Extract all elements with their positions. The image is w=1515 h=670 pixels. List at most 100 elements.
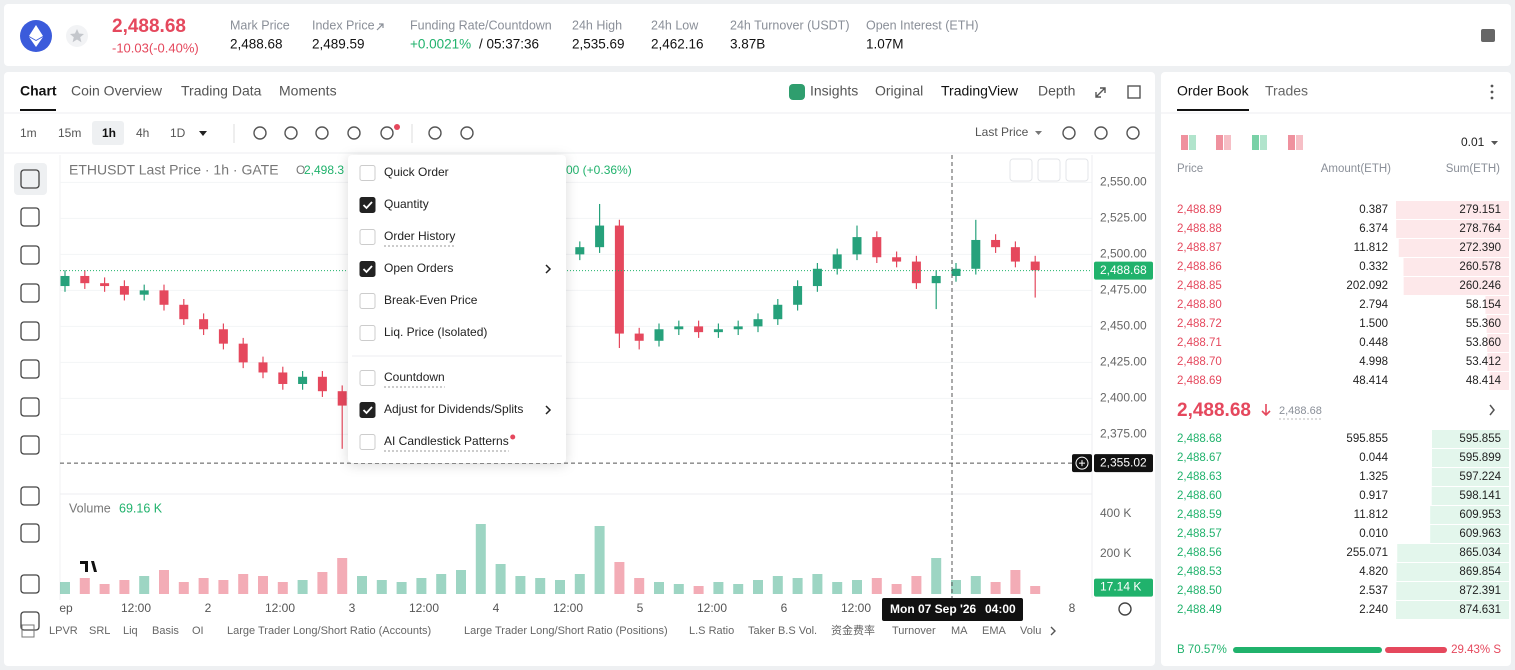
ob-price[interactable]: 2,488.71 <box>1177 337 1222 349</box>
drawing-tool[interactable] <box>20 321 40 341</box>
indicator-button[interactable]: Large Trader Long/Short Ratio (Accounts) <box>227 625 431 637</box>
ob-price[interactable]: 2,488.59 <box>1177 509 1222 521</box>
toolbar-icon[interactable] <box>1094 126 1108 140</box>
interval-button[interactable]: 1D <box>170 126 186 140</box>
indicator-button[interactable]: OI <box>192 625 204 637</box>
indicator-button[interactable]: SRL <box>89 625 110 637</box>
orderbook-tab[interactable]: Order Book <box>1177 83 1250 99</box>
toolbar-icon[interactable] <box>380 126 394 140</box>
drawing-tool[interactable] <box>20 397 40 417</box>
interval-button[interactable]: 1h <box>102 126 116 140</box>
menu-item[interactable]: Adjust for Dividends/Splits <box>384 402 523 416</box>
drawing-tool[interactable] <box>20 523 40 543</box>
ob-price[interactable]: 2,488.69 <box>1177 375 1222 387</box>
ob-price[interactable]: 2,488.88 <box>1177 223 1222 235</box>
drawing-tool[interactable] <box>20 359 40 379</box>
drawing-tool[interactable] <box>20 611 40 631</box>
view-tab[interactable]: Depth <box>1038 83 1075 99</box>
drawing-tool[interactable] <box>20 207 40 227</box>
indicator-button[interactable]: Turnover <box>892 625 936 637</box>
indicator-more[interactable] <box>1050 626 1056 636</box>
menu-checkbox[interactable] <box>359 293 376 309</box>
precision-select[interactable]: 0.01 <box>1461 135 1485 149</box>
toolbar-icon[interactable] <box>428 126 442 140</box>
drawing-tool[interactable] <box>20 283 40 303</box>
toolbar-icon[interactable] <box>1126 126 1140 140</box>
menu-checkbox[interactable] <box>359 434 376 450</box>
indicator-button[interactable]: Large Trader Long/Short Ratio (Positions… <box>464 625 668 637</box>
ob-price[interactable]: 2,488.72 <box>1177 318 1222 330</box>
ob-price[interactable]: 2,488.86 <box>1177 261 1222 273</box>
layout-toggle[interactable] <box>1189 135 1196 150</box>
interval-button[interactable]: 1m <box>20 126 37 140</box>
chart-tab[interactable]: Trading Data <box>181 83 262 99</box>
ob-price[interactable]: 2,488.87 <box>1177 242 1222 254</box>
toolbar-icon[interactable] <box>315 126 329 140</box>
ob-price[interactable]: 2,488.85 <box>1177 280 1222 292</box>
ob-price[interactable]: 2,488.89 <box>1177 204 1222 216</box>
layout-toggle[interactable] <box>1260 135 1267 150</box>
toolbar-icon[interactable] <box>284 126 298 140</box>
indicator-button[interactable]: Volu <box>1020 625 1041 637</box>
layout-toggle[interactable] <box>1252 135 1259 150</box>
indicator-button[interactable]: L.S Ratio <box>689 625 734 637</box>
chart-tab[interactable]: Coin Overview <box>71 83 163 99</box>
menu-item[interactable]: Countdown <box>384 370 445 384</box>
trades-tab[interactable]: Trades <box>1265 83 1308 99</box>
menu-item[interactable]: Liq. Price (Isolated) <box>384 325 487 339</box>
view-tab[interactable]: Original <box>875 83 923 99</box>
layout-toggle[interactable] <box>1216 135 1223 150</box>
ob-price[interactable]: 2,488.68 <box>1177 433 1222 445</box>
toolbar-icon[interactable] <box>347 126 361 140</box>
menu-checkbox[interactable] <box>359 370 376 386</box>
view-tab[interactable]: Insights <box>810 83 858 99</box>
maximize-button[interactable] <box>1127 85 1141 99</box>
layout-toggle[interactable] <box>1181 135 1188 150</box>
menu-checkbox[interactable] <box>359 165 376 181</box>
pane-button[interactable] <box>1009 158 1033 182</box>
ob-expand[interactable] <box>1489 404 1495 416</box>
pane-button[interactable] <box>1037 158 1061 182</box>
drawing-tool[interactable] <box>20 435 40 455</box>
drawing-tool[interactable] <box>20 245 40 265</box>
ob-price[interactable]: 2,488.67 <box>1177 452 1222 464</box>
interval-button[interactable]: 15m <box>58 126 81 140</box>
drawing-tool[interactable] <box>20 169 40 189</box>
ob-price[interactable]: 2,488.60 <box>1177 490 1222 502</box>
ob-price[interactable]: 2,488.63 <box>1177 471 1222 483</box>
drawing-tool[interactable] <box>20 574 40 594</box>
menu-item[interactable]: Quantity <box>384 197 429 211</box>
fullscreen-button[interactable] <box>1095 87 1106 98</box>
indicator-button[interactable]: Liq <box>123 625 138 637</box>
toolbar-icon[interactable] <box>460 126 474 140</box>
toolbar-icon[interactable] <box>1062 126 1076 140</box>
notes-button[interactable] <box>1481 29 1495 42</box>
indicator-button[interactable]: Basis <box>152 625 179 637</box>
layout-toggle[interactable] <box>1296 135 1303 150</box>
menu-item[interactable]: Quick Order <box>384 165 449 179</box>
ob-price[interactable]: 2,488.49 <box>1177 604 1222 616</box>
ob-price[interactable]: 2,488.70 <box>1177 356 1222 368</box>
chart-tab[interactable]: Moments <box>279 83 337 99</box>
menu-checkbox[interactable] <box>359 197 376 213</box>
interval-button[interactable]: 4h <box>136 126 149 140</box>
indicator-button[interactable]: 资金费率 <box>831 623 875 637</box>
menu-checkbox[interactable] <box>359 402 376 418</box>
view-tab[interactable]: TradingView <box>941 83 1019 99</box>
menu-checkbox[interactable] <box>359 325 376 341</box>
layout-toggle[interactable] <box>1288 135 1295 150</box>
price-source-select[interactable]: Last Price <box>975 125 1029 139</box>
pane-button[interactable] <box>1065 158 1089 182</box>
menu-checkbox[interactable] <box>359 261 376 277</box>
ob-price[interactable]: 2,488.50 <box>1177 585 1222 597</box>
indicator-button[interactable]: Taker B.S Vol. <box>748 625 817 637</box>
drawing-tool[interactable] <box>20 486 40 506</box>
ob-price[interactable]: 2,488.57 <box>1177 528 1222 540</box>
layout-toggle[interactable] <box>1224 135 1231 150</box>
menu-checkbox[interactable] <box>359 229 376 245</box>
chart-tab[interactable]: Chart <box>20 83 57 99</box>
toolbar-icon[interactable] <box>253 126 267 140</box>
menu-item[interactable]: Open Orders <box>384 261 453 275</box>
menu-item[interactable]: Break-Even Price <box>384 293 478 307</box>
axis-settings[interactable] <box>1118 602 1132 616</box>
